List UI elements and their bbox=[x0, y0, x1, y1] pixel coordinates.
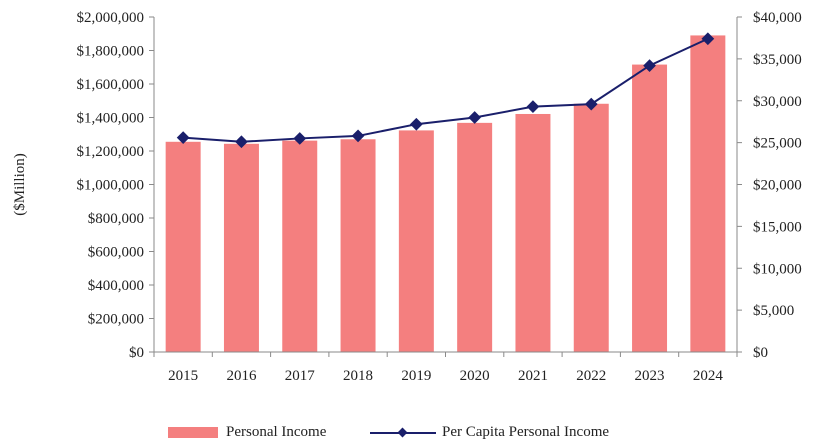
left-tick-label: $1,800,000 bbox=[77, 44, 145, 60]
y-axis-label: ($Million) bbox=[12, 153, 28, 216]
right-tick-label: $40,000 bbox=[753, 10, 802, 26]
bar bbox=[690, 35, 726, 353]
left-tick-label: $800,000 bbox=[88, 211, 144, 227]
bar bbox=[165, 141, 201, 352]
bar bbox=[282, 140, 318, 352]
x-tick-label: 2022 bbox=[576, 368, 606, 384]
right-axis-ticks: $0 $5,000 $10,000 $15,000 $20,000 $25,000 $30,… bbox=[737, 10, 802, 361]
legend-line-swatch bbox=[370, 426, 436, 440]
bar bbox=[223, 143, 259, 352]
bar-series bbox=[165, 35, 726, 353]
right-tick-label: $5,000 bbox=[753, 303, 794, 319]
right-tick-label: $0 bbox=[753, 345, 768, 361]
right-tick-label: $30,000 bbox=[753, 94, 802, 110]
x-tick-label: 2023 bbox=[635, 368, 665, 384]
chart: $0 $200,000 $400,000 $600,000 $800,000 $1,000… bbox=[12, 10, 802, 384]
line-point bbox=[468, 111, 482, 124]
left-axis-ticks: $0 $200,000 $400,000 $600,000 $800,000 $1,000… bbox=[77, 10, 154, 361]
x-tick-label: 2020 bbox=[460, 368, 490, 384]
right-tick-label: $15,000 bbox=[753, 219, 802, 235]
line-point bbox=[526, 100, 540, 113]
x-tick-label: 2024 bbox=[693, 368, 724, 384]
x-tick-label: 2019 bbox=[401, 368, 431, 384]
line-point bbox=[176, 131, 190, 144]
left-tick-label: $400,000 bbox=[88, 278, 144, 294]
bar bbox=[398, 130, 434, 352]
x-tick-label: 2016 bbox=[226, 368, 257, 384]
right-tick-label: $20,000 bbox=[753, 178, 802, 194]
bar bbox=[515, 113, 551, 352]
line-point bbox=[351, 129, 365, 143]
line-point bbox=[409, 117, 423, 131]
line-point bbox=[235, 135, 248, 149]
legend: Personal Income Per Capita Personal Inco… bbox=[0, 424, 833, 446]
left-tick-label: $600,000 bbox=[88, 245, 144, 261]
left-tick-label: $2,000,000 bbox=[77, 10, 145, 26]
right-tick-label: $10,000 bbox=[753, 261, 802, 277]
legend-label: Personal Income bbox=[226, 424, 327, 440]
legend-bar-swatch bbox=[168, 427, 218, 438]
right-tick-label: $25,000 bbox=[753, 136, 802, 152]
left-tick-label: $200,000 bbox=[88, 312, 144, 328]
bar bbox=[340, 139, 376, 352]
x-tick-label: 2015 bbox=[168, 368, 198, 384]
x-axis-ticks: 2015 2016 2017 2018 2019 2020 2021 2022 2023 2024 bbox=[153, 352, 738, 384]
left-tick-label: $0 bbox=[129, 345, 144, 361]
left-tick-label: $1,400,000 bbox=[77, 111, 145, 127]
legend-item-per-capita-income: Per Capita Personal Income bbox=[370, 424, 609, 441]
x-tick-label: 2018 bbox=[343, 368, 373, 384]
legend-item-personal-income: Personal Income bbox=[168, 424, 326, 441]
x-tick-label: 2017 bbox=[285, 368, 316, 384]
left-tick-label: $1,000,000 bbox=[77, 178, 145, 194]
bar bbox=[573, 103, 609, 352]
left-tick-label: $1,200,000 bbox=[77, 144, 145, 160]
legend-label: Per Capita Personal Income bbox=[442, 424, 610, 440]
line-series bbox=[176, 32, 715, 149]
per-capita-line bbox=[183, 37, 709, 143]
x-tick-label: 2021 bbox=[518, 368, 548, 384]
bar bbox=[632, 64, 668, 352]
right-tick-label: $35,000 bbox=[753, 52, 802, 68]
left-tick-label: $1,600,000 bbox=[77, 77, 145, 93]
line-point bbox=[293, 132, 307, 145]
bar bbox=[457, 122, 493, 352]
